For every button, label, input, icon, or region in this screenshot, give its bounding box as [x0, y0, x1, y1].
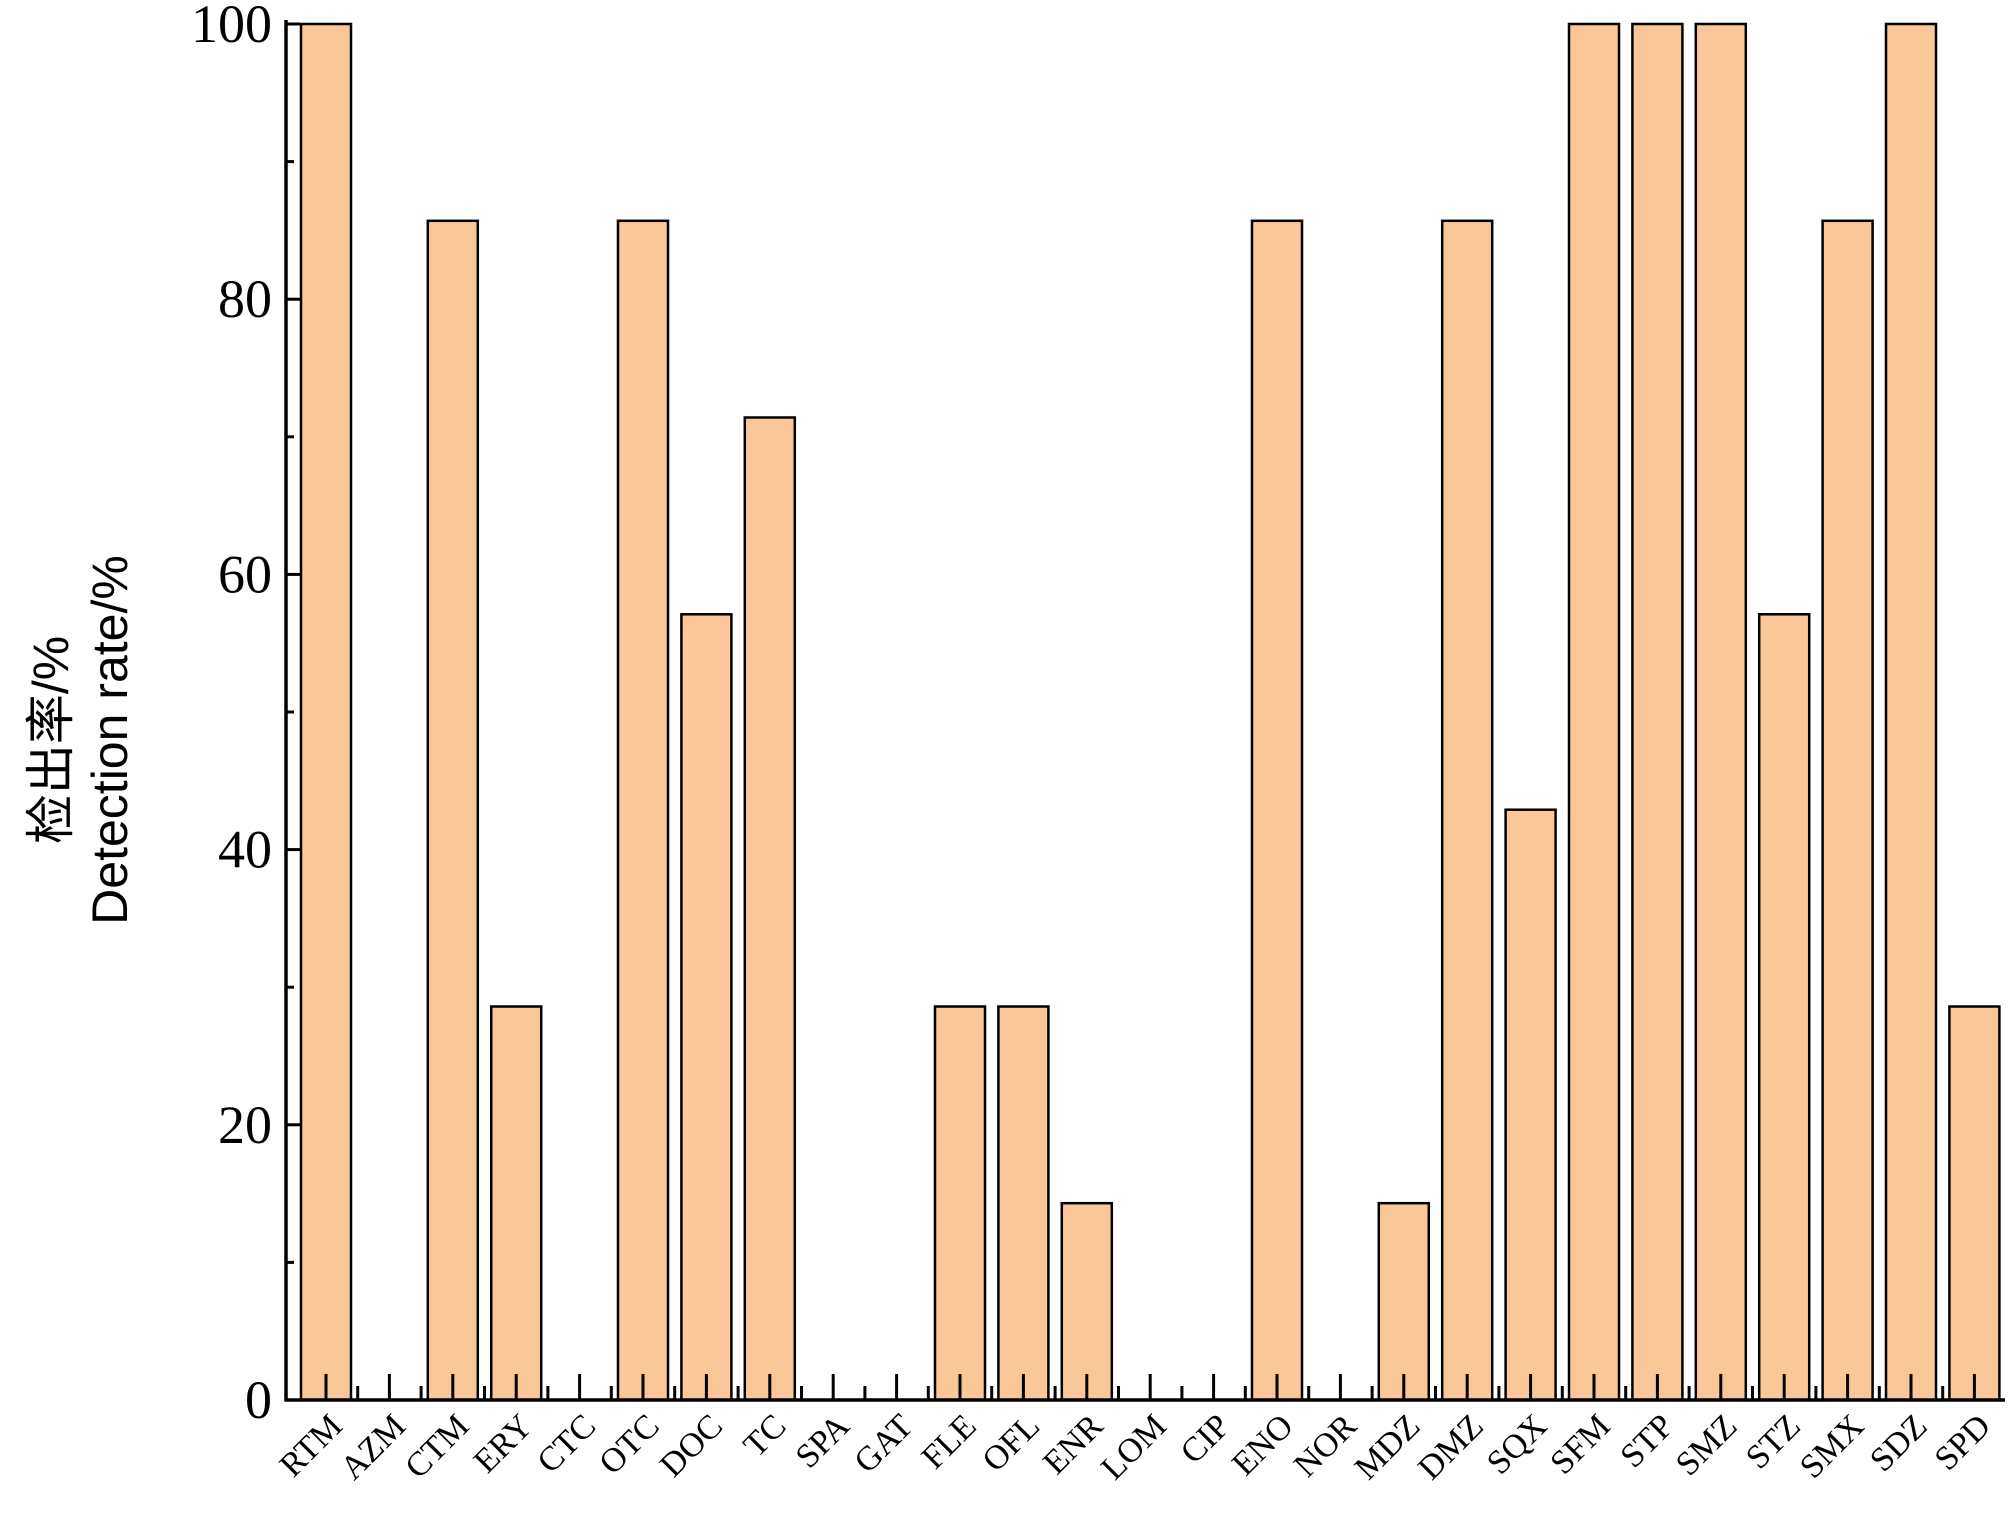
y-tick-label: 100 — [191, 0, 272, 54]
bar-eno — [1250, 219, 1304, 1402]
x-tick-label-spd: SPD — [1928, 1407, 1998, 1477]
x-tick-label-sdz: SDZ — [1863, 1407, 1935, 1479]
x-tick-label-azm: AZM — [333, 1407, 413, 1487]
y-tick-label: 0 — [245, 1370, 272, 1430]
y-axis-title-chinese: 检出率/% — [23, 636, 79, 844]
x-tick-label-tc: TC — [737, 1407, 794, 1464]
y-tick-label: 80 — [218, 269, 272, 329]
x-tick-label-ery: ERY — [467, 1407, 540, 1480]
x-tick-label-nor: NOR — [1287, 1407, 1364, 1484]
bar-rtm — [299, 22, 353, 1402]
x-tick-label-smx: SMX — [1793, 1407, 1871, 1485]
bar-doc — [680, 613, 733, 1402]
x-tick-label-mdz: MDZ — [1348, 1407, 1428, 1487]
bar-ery — [489, 1005, 543, 1402]
bar-smx — [1821, 219, 1874, 1402]
x-tick-label-ctc: CTC — [530, 1407, 603, 1480]
x-tick-label-fle: FLE — [915, 1407, 984, 1476]
bar-tc — [743, 416, 797, 1402]
bar-ofl — [997, 1005, 1050, 1402]
x-tick-label-sfm: SFM — [1543, 1407, 1617, 1481]
x-tick-label-enr: ENR — [1036, 1407, 1110, 1481]
x-tick-label-lom: LOM — [1094, 1407, 1174, 1487]
bar-sdz — [1884, 22, 1938, 1402]
x-tick-label-otc: OTC — [592, 1407, 666, 1481]
x-tick-label-doc: DOC — [653, 1407, 730, 1484]
x-tick-label-ofl: OFL — [975, 1407, 1047, 1479]
x-tick-label-cip: CIP — [1174, 1407, 1238, 1471]
bar-ctm — [426, 219, 480, 1402]
bar-smz — [1694, 22, 1748, 1402]
bar-sfm — [1567, 22, 1621, 1402]
bar-sqx — [1504, 808, 1557, 1402]
bar-fle — [933, 1005, 987, 1402]
bar-enr — [1060, 1201, 1114, 1402]
y-axis-title-english: Detection rate/% — [82, 555, 138, 925]
x-tick-label-gat: GAT — [847, 1407, 920, 1480]
x-tick-label-dmz: DMZ — [1411, 1407, 1491, 1487]
bar-mdz — [1377, 1201, 1431, 1402]
bar-stp — [1631, 22, 1684, 1402]
x-tick-label-stz: STZ — [1739, 1407, 1808, 1476]
bar-spd — [1948, 1005, 2001, 1402]
x-tick-label-rtm: RTM — [273, 1407, 350, 1484]
x-tick-label-ctm: CTM — [398, 1407, 476, 1485]
bars-layer — [299, 22, 2001, 1402]
x-tick-label-sqx: SQX — [1480, 1407, 1554, 1481]
y-tick-label: 60 — [218, 544, 272, 604]
y-tick-label: 40 — [218, 820, 272, 880]
axes-layer — [284, 20, 2005, 1402]
x-tick-label-spa: SPA — [789, 1407, 857, 1475]
x-tick-label-stp: STP — [1613, 1407, 1681, 1475]
bar-otc — [616, 219, 670, 1402]
y-tick-label: 20 — [218, 1095, 272, 1155]
bar-stz — [1757, 613, 1811, 1402]
x-tick-label-smz: SMZ — [1669, 1407, 1745, 1483]
x-tick-label-eno: ENO — [1225, 1407, 1301, 1483]
bar-dmz — [1440, 219, 1494, 1402]
